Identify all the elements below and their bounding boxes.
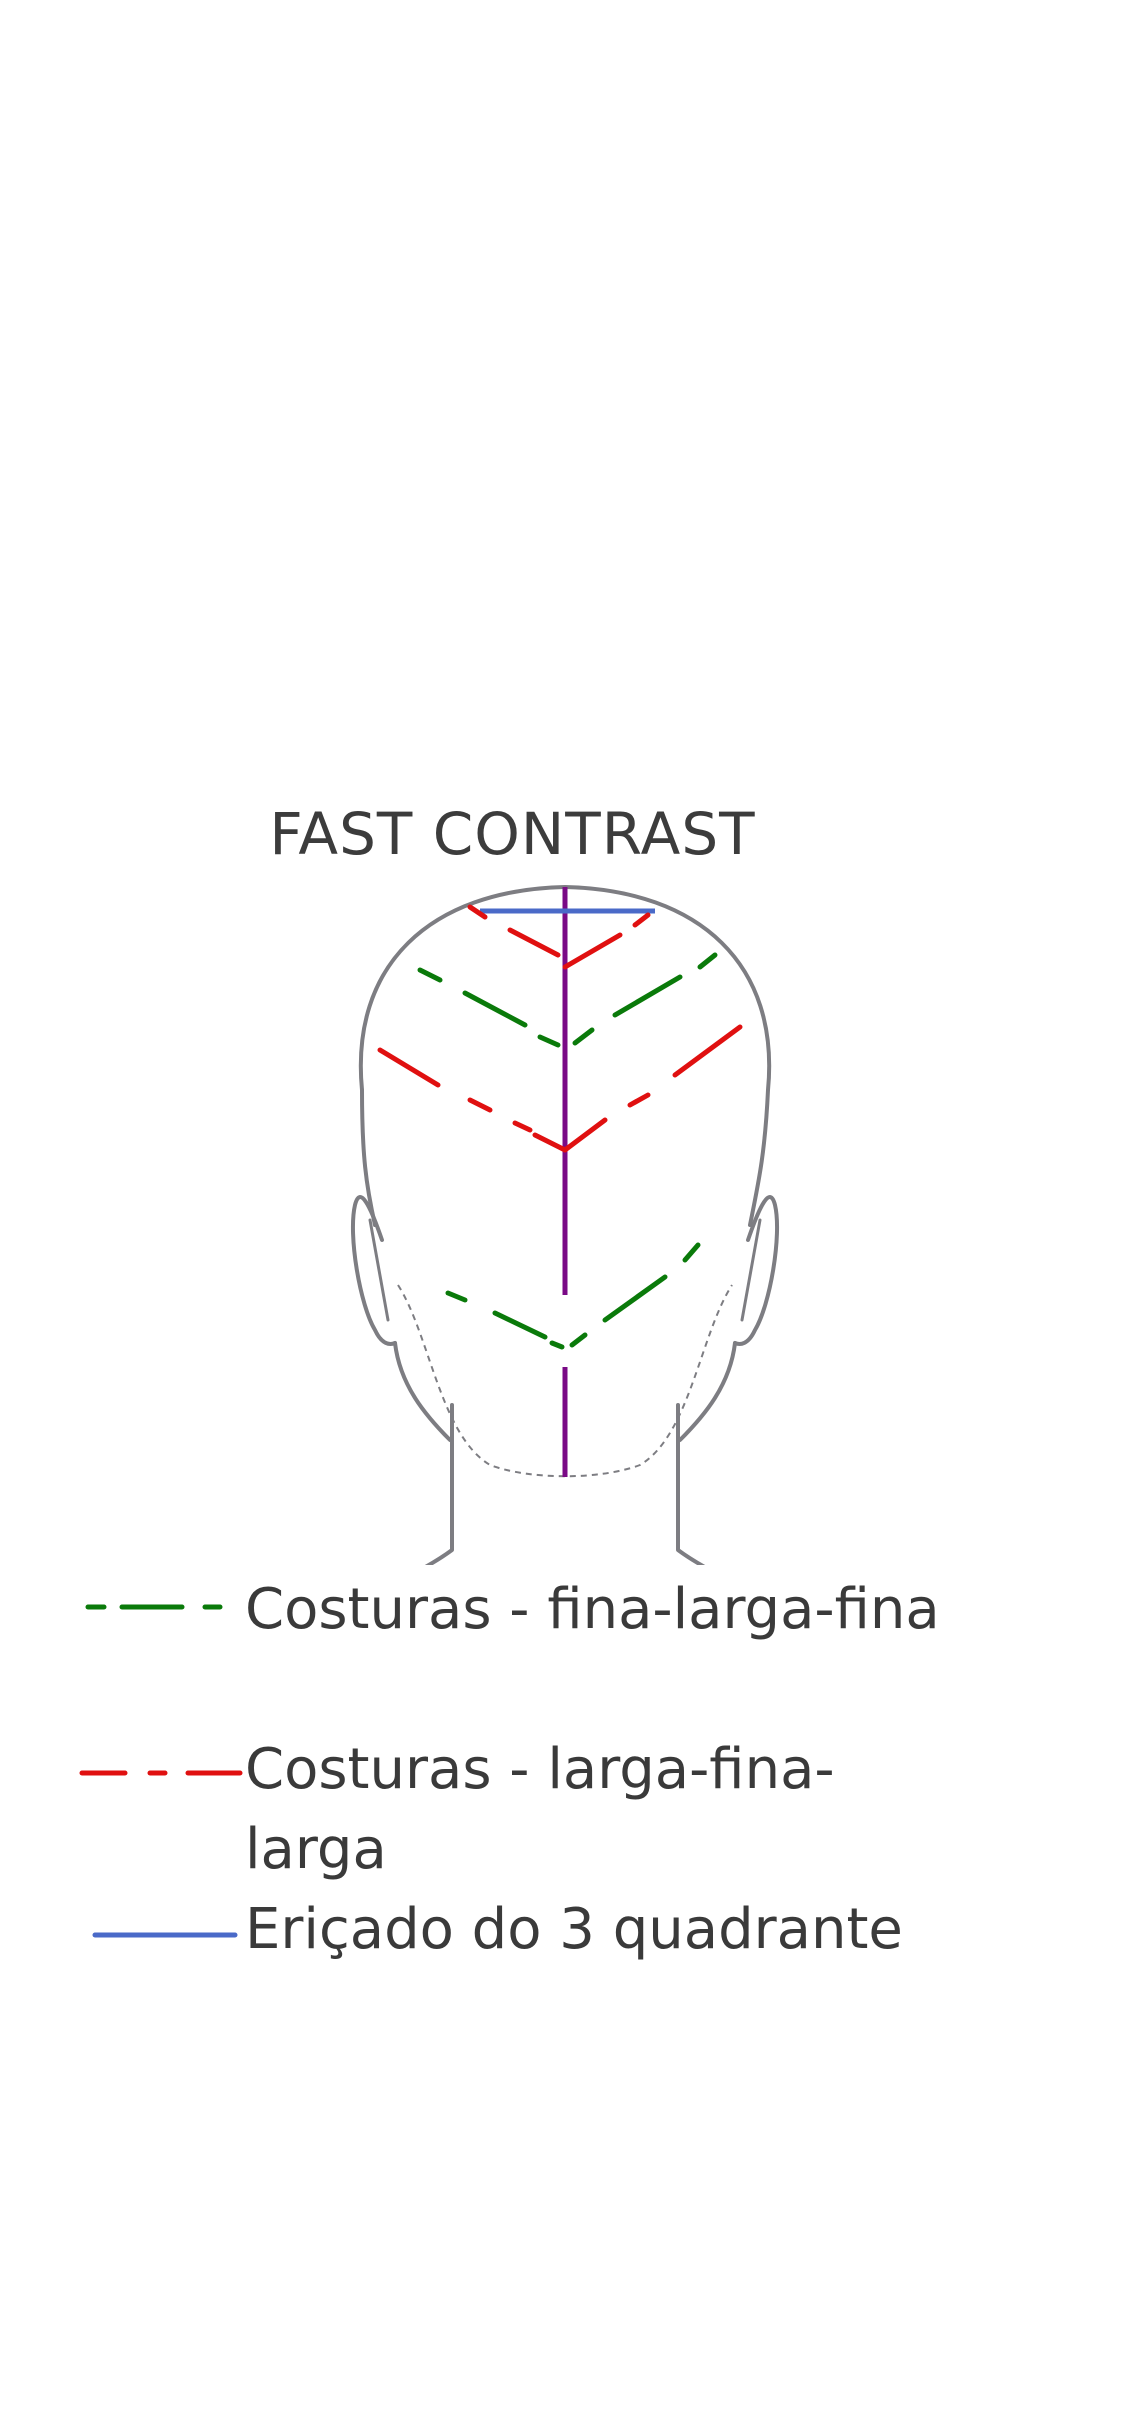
diagram-title: FAST CONTRAST	[269, 800, 756, 868]
left-jaw	[393, 1341, 452, 1442]
neck-left	[424, 1403, 454, 1565]
blue-solid-swatch	[92, 1932, 238, 1938]
green-seam-lower	[445, 1242, 701, 1350]
green-seam-upper	[417, 952, 718, 1048]
legend-item-blue: Eriçado do 3 quadrante	[70, 1890, 1070, 2050]
legend-item-green: Costuras - fina-larga-fina	[70, 1570, 1070, 1730]
head-back-view-diagram	[351, 885, 779, 1565]
legend: Costuras - fina-larga-fina Costuras - la…	[70, 1570, 1070, 2050]
legend-label-red: Costuras - larga-fina-larga	[245, 1737, 835, 1882]
right-jaw	[678, 1341, 737, 1442]
red-seam-middle	[377, 1024, 743, 1153]
red-dashed-swatch	[79, 1770, 243, 1776]
legend-label-green: Costuras - fina-larga-fina	[245, 1577, 940, 1642]
left-ear	[351, 1195, 397, 1346]
neck-right	[676, 1403, 706, 1565]
skull-outline	[358, 885, 772, 1227]
right-ear-inner	[740, 1218, 762, 1322]
head-outline	[351, 885, 779, 1565]
legend-item-red: Costuras - larga-fina-larga	[70, 1730, 1070, 1890]
right-ear	[733, 1195, 779, 1346]
legend-label-blue: Eriçado do 3 quadrante	[245, 1897, 903, 1962]
red-seam-top	[467, 904, 651, 970]
nape-dotted-line	[397, 1284, 733, 1478]
green-dashed-swatch	[85, 1604, 223, 1610]
left-ear-inner	[368, 1218, 390, 1322]
